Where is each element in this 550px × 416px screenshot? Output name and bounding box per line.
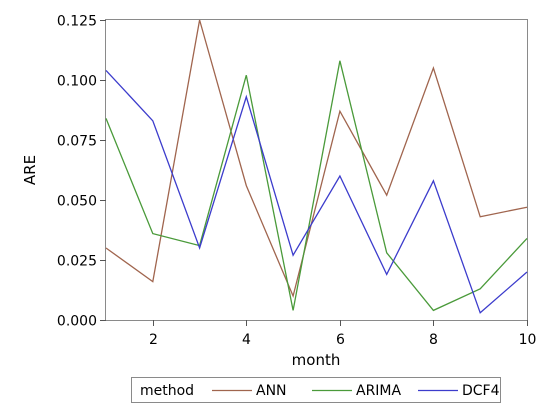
y-tick-label: 0.075 [57, 134, 97, 150]
x-tick-label: 10 [519, 332, 537, 348]
series-line-dcf4 [105, 69, 528, 314]
legend-box [131, 377, 501, 403]
x-axis-label: month [292, 351, 341, 369]
legend-title: method [140, 383, 194, 399]
y-axis-label: ARE [21, 155, 39, 185]
legend-label-arima: ARIMA [356, 383, 402, 399]
y-tick-label: 0.025 [57, 254, 97, 270]
y-tick-label: 0.100 [57, 74, 97, 90]
x-tick-label: 4 [242, 332, 251, 348]
plot-frame [105, 19, 528, 321]
y-axis: 0.000 0.025 0.050 0.075 0.100 0.125 [57, 14, 106, 330]
x-axis: 2 4 6 8 10 [149, 320, 536, 348]
y-tick-label: 0.050 [57, 194, 97, 210]
x-tick-label: 6 [336, 332, 345, 348]
series-line-arima [105, 60, 528, 312]
legend: method ANN ARIMA DCF4 [131, 377, 501, 403]
legend-label-ann: ANN [256, 383, 287, 399]
series-line-ann [105, 19, 528, 299]
y-tick-label: 0.125 [57, 14, 97, 30]
legend-label-dcf4: DCF4 [462, 383, 500, 399]
series-lines [105, 19, 528, 314]
x-tick-label: 8 [429, 332, 438, 348]
y-tick-label: 0.000 [57, 314, 97, 330]
x-tick-label: 2 [149, 332, 158, 348]
